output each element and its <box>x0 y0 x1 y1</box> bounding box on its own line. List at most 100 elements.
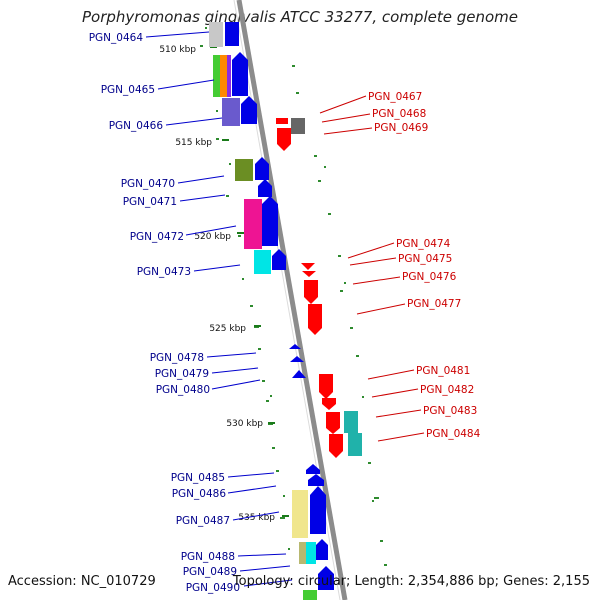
reverse-genes <box>276 118 362 458</box>
guide-dot <box>384 564 387 566</box>
guide-dot <box>368 462 371 464</box>
gene-label-0478[interactable]: PGN_0478 <box>150 352 204 364</box>
gene-arrow-0486 <box>308 474 324 486</box>
gene-arrow-0482 <box>322 398 336 410</box>
guide-dot <box>318 180 321 182</box>
category-block <box>303 590 317 600</box>
gene-label-0473[interactable]: PGN_0473 <box>137 266 191 278</box>
backbone-line <box>236 0 348 600</box>
guide-dot <box>296 92 299 94</box>
category-block <box>254 250 271 274</box>
tick-mark <box>268 422 275 424</box>
gene-arrow-0470a <box>255 157 269 180</box>
gene-label-0474[interactable]: PGN_0474 <box>396 238 451 250</box>
category-block <box>213 55 222 97</box>
tick-label-520: 520 kbp <box>194 232 231 242</box>
gene-label-0479[interactable]: PGN_0479 <box>155 368 209 380</box>
gene-arrow-0481 <box>319 374 333 399</box>
guide-dot <box>350 327 353 329</box>
gene-arrow-0469 <box>277 128 291 151</box>
gene-label-0477[interactable]: PGN_0477 <box>407 298 461 310</box>
gene-label-0481[interactable]: PGN_0481 <box>416 365 470 377</box>
gene-arrow-0483 <box>326 412 340 434</box>
gene-label-0475[interactable]: PGN_0475 <box>398 253 452 265</box>
guide-dot <box>226 195 229 197</box>
tick-label-510: 510 kbp <box>159 45 196 55</box>
left-gene-labels: PGN_0464 PGN_0465 PGN_0466 PGN_0470 PGN_… <box>89 32 240 594</box>
gene-block-0468 <box>291 118 305 134</box>
gene-arrow-0478 <box>289 344 301 349</box>
tick-mark <box>222 139 229 141</box>
gene-arrow-0474 <box>301 263 315 270</box>
tick-label-525: 525 kbp <box>209 324 246 334</box>
gene-arrow-0464 <box>225 22 239 46</box>
gene-arrow-0466 <box>241 96 257 124</box>
guide-dot <box>272 447 275 449</box>
gene-label-0488[interactable]: PGN_0488 <box>181 551 235 563</box>
guide-dot <box>338 255 341 257</box>
gene-label-0482[interactable]: PGN_0482 <box>420 384 474 396</box>
gene-arrow-0476 <box>304 280 318 304</box>
gene-arrow-0465 <box>232 52 248 96</box>
gene-label-0470[interactable]: PGN_0470 <box>121 178 175 190</box>
guide-dot <box>380 540 383 542</box>
tick-label-535: 535 kbp <box>238 513 275 523</box>
gene-label-0476[interactable]: PGN_0476 <box>402 271 457 283</box>
gene-label-0472[interactable]: PGN_0472 <box>130 231 184 243</box>
category-block <box>344 411 358 433</box>
forward-genes <box>225 22 334 590</box>
tick-mark <box>254 325 261 327</box>
left-leader-lines <box>145 31 293 587</box>
gene-arrow-0477 <box>308 304 322 335</box>
gene-arrow-0489 <box>318 566 334 590</box>
genome-summary-text: Topology: circular; Length: 2,354,886 bp… <box>232 574 590 589</box>
guide-dot <box>266 400 269 402</box>
gene-label-0486[interactable]: PGN_0486 <box>172 488 227 500</box>
category-block <box>220 55 228 97</box>
gene-arrow-0471 <box>258 179 272 197</box>
guide-dot <box>216 138 219 140</box>
gene-label-0484[interactable]: PGN_0484 <box>426 428 481 440</box>
guide-dot <box>200 45 203 47</box>
gene-arrow-0475 <box>302 271 316 277</box>
gene-arrow-0485 <box>306 464 320 474</box>
guide-dot <box>356 355 359 357</box>
gene-arrow-0480 <box>292 370 306 378</box>
gene-dots <box>205 27 374 550</box>
gene-label-0467[interactable]: PGN_0467 <box>368 91 422 103</box>
gene-label-0466[interactable]: PGN_0466 <box>109 120 164 132</box>
guide-dot <box>258 348 261 350</box>
guide-dot <box>374 497 379 499</box>
gene-label-0464[interactable]: PGN_0464 <box>89 32 144 44</box>
guide-dot <box>276 470 279 472</box>
gene-label-0469[interactable]: PGN_0469 <box>374 122 428 134</box>
gene-label-0489[interactable]: PGN_0489 <box>183 566 237 578</box>
gene-label-0471[interactable]: PGN_0471 <box>123 196 177 208</box>
gene-label-0483[interactable]: PGN_0483 <box>423 405 477 417</box>
gene-arrow-0479 <box>290 356 304 362</box>
category-block <box>244 199 262 249</box>
guide-dot <box>238 235 241 237</box>
accession-text: Accession: NC_010729 <box>8 574 156 589</box>
gene-arrow-0473 <box>272 249 286 270</box>
gene-label-0487[interactable]: PGN_0487 <box>176 515 230 527</box>
category-block <box>292 490 308 538</box>
right-leader-lines <box>319 95 425 442</box>
category-block <box>227 55 231 97</box>
gene-arrow-0472 <box>262 196 278 246</box>
right-gene-labels: PGN_0467 PGN_0468 PGN_0469 PGN_0474 PGN_… <box>368 91 481 440</box>
gene-label-0490[interactable]: PGN_0490 <box>186 582 240 594</box>
gene-label-0468[interactable]: PGN_0468 <box>372 108 426 120</box>
gene-arrow-0467 <box>276 118 288 124</box>
backbone <box>233 0 348 600</box>
gene-label-0465[interactable]: PGN_0465 <box>101 84 155 96</box>
gene-label-0485[interactable]: PGN_0485 <box>171 472 225 484</box>
guide-dot <box>340 290 343 292</box>
guide-dot <box>280 517 285 519</box>
category-block <box>306 542 316 564</box>
category-block <box>209 22 223 47</box>
category-block <box>348 433 362 456</box>
gene-label-0480[interactable]: PGN_0480 <box>156 384 210 396</box>
